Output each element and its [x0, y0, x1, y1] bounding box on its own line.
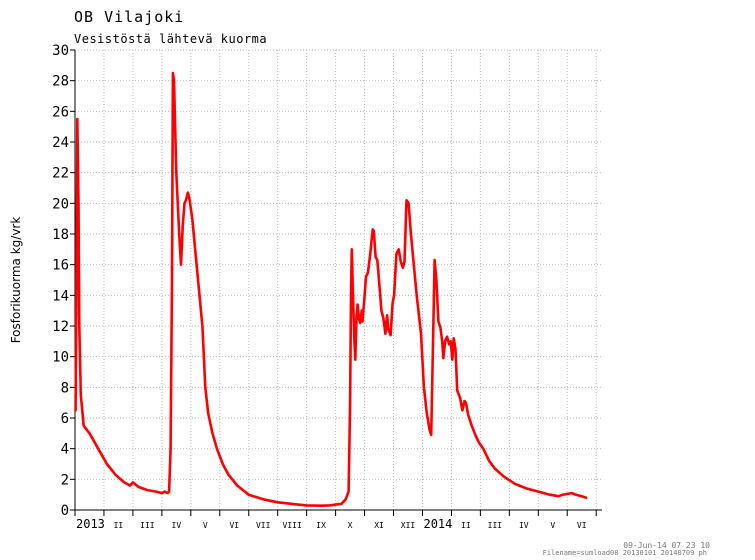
y-tick-label: 10: [52, 350, 69, 366]
chart-title: OB Vilajoki: [74, 8, 185, 26]
axes: [70, 49, 602, 516]
x-tick-label: X: [348, 521, 353, 530]
y-axis-label: Fosforikuorma kg/vrk: [9, 216, 23, 344]
x-ticks: 2013 II III IV V VI VII VIII IX X XI XII 2014 II III IV…: [76, 517, 587, 531]
series: [74, 71, 588, 507]
x-tick-label: XII: [401, 521, 416, 530]
x-tick-label: V: [203, 521, 208, 530]
y-tick-label: 4: [61, 442, 69, 458]
x-tick-label: VII: [256, 521, 271, 530]
x-tick-label: VI: [229, 521, 239, 530]
x-tick-label: III: [488, 521, 503, 530]
x-tick-label: III: [140, 521, 155, 530]
chart-subtitle: Vesistöstä lähtevä kuorma: [74, 32, 268, 46]
x-tick-label: IV: [519, 521, 529, 530]
x-tick-label: II: [461, 521, 471, 530]
x-tick-label: II: [114, 521, 124, 530]
x-tick-label: VIII: [283, 521, 302, 530]
x-tick-label: 2014: [423, 517, 452, 531]
y-tick-label: 2: [61, 472, 69, 488]
y-tick-label: 30: [52, 43, 69, 59]
y-tick-label: 6: [61, 411, 69, 427]
series-line: [74, 71, 588, 507]
y-tick-label: 28: [52, 74, 69, 90]
y-tick-label: 26: [52, 104, 69, 120]
x-tick-label: V: [550, 521, 555, 530]
y-tick-label: 12: [52, 319, 69, 335]
y-tick-label: 18: [52, 227, 69, 243]
x-tick-label: 2013: [76, 517, 105, 531]
y-tick-label: 14: [52, 288, 69, 304]
x-tick-label: IV: [172, 521, 182, 530]
y-tick-label: 0: [61, 503, 69, 519]
x-tick-label: XI: [374, 521, 384, 530]
timestamp: 09-Jun-14 07 23 10: [623, 541, 710, 550]
y-tick-label: 8: [61, 380, 69, 396]
y-tick-label: 16: [52, 258, 69, 274]
filename: Filename=sumload08 20130101 20140709 ph: [542, 549, 707, 557]
y-tick-label: 20: [52, 196, 69, 212]
x-tick-label: IX: [316, 521, 326, 530]
grid: [75, 49, 602, 510]
y-tick-label: 24: [52, 135, 69, 151]
x-tick-label: VI: [577, 521, 587, 530]
y-tick-label: 22: [52, 166, 69, 182]
